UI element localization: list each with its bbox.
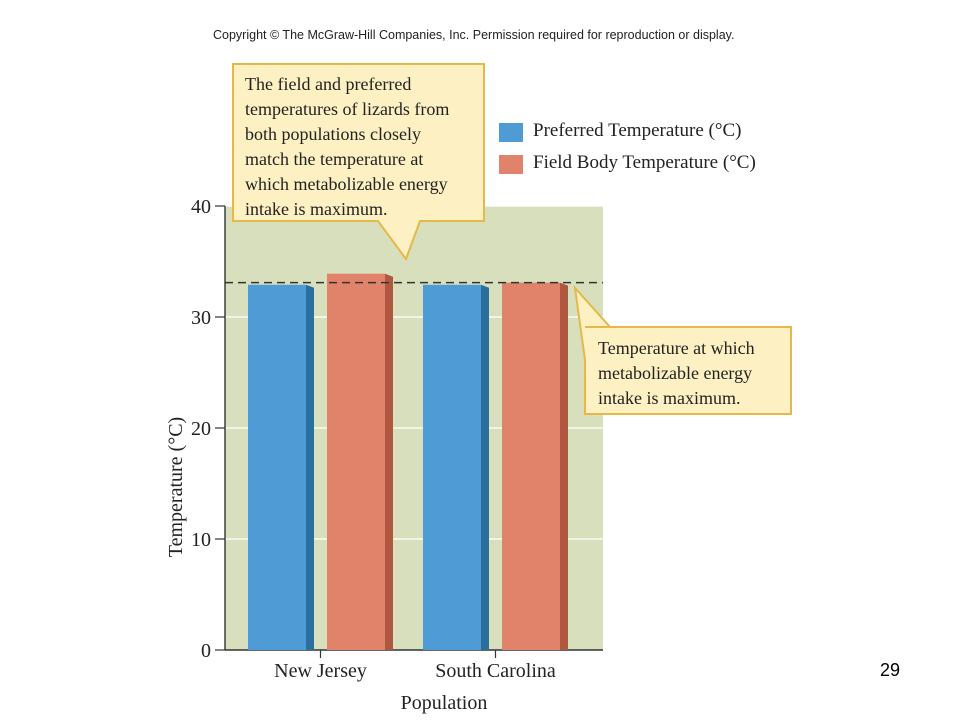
- bar: [327, 273, 385, 650]
- callout-right-line: Temperature at which: [598, 338, 755, 358]
- bar: [502, 282, 560, 650]
- callout-top-line: which metabolizable energy: [245, 174, 448, 194]
- legend-swatch-preferred: [499, 123, 523, 142]
- callout-right-text: Temperature at which metabolizable energ…: [598, 336, 755, 411]
- x-tick-label: New Jersey: [274, 660, 367, 682]
- x-tick-label: South Carolina: [435, 660, 556, 682]
- bar-side: [306, 284, 314, 650]
- bar: [423, 284, 481, 650]
- y-tick-label: 40: [191, 196, 211, 218]
- y-tick-label: 20: [191, 418, 211, 440]
- callout-top-line: both populations closely: [245, 124, 421, 144]
- callout-top-box: [232, 63, 485, 262]
- bar-side: [481, 284, 489, 650]
- callout-top-line: match the temperature at: [245, 149, 424, 169]
- bar: [248, 284, 306, 650]
- y-tick-label: 0: [201, 640, 211, 662]
- x-axis-title: Population: [401, 692, 488, 714]
- y-axis-title: Temperature (°C): [165, 417, 187, 557]
- callout-top-line: intake is maximum.: [245, 199, 388, 219]
- y-tick-label: 10: [191, 529, 211, 551]
- legend-label-field: Field Body Temperature (°C): [533, 152, 756, 173]
- callout-top-line: The field and preferred: [245, 74, 412, 94]
- y-tick-label: 30: [191, 307, 211, 329]
- bar-side: [385, 273, 393, 650]
- callout-right-line: metabolizable energy: [598, 363, 753, 383]
- slide-number: 29: [880, 660, 901, 680]
- bar-side: [560, 282, 568, 650]
- callout-top-text: The field and preferred temperatures of …: [245, 72, 449, 222]
- callout-top-line: temperatures of lizards from: [245, 99, 450, 119]
- legend-swatch-field: [499, 155, 523, 174]
- copyright-notice: Copyright © The McGraw-Hill Companies, I…: [213, 28, 735, 42]
- legend-label-preferred: Preferred Temperature (°C): [533, 120, 742, 141]
- callout-right-box: [573, 284, 792, 415]
- callout-right-line: intake is maximum.: [598, 388, 741, 408]
